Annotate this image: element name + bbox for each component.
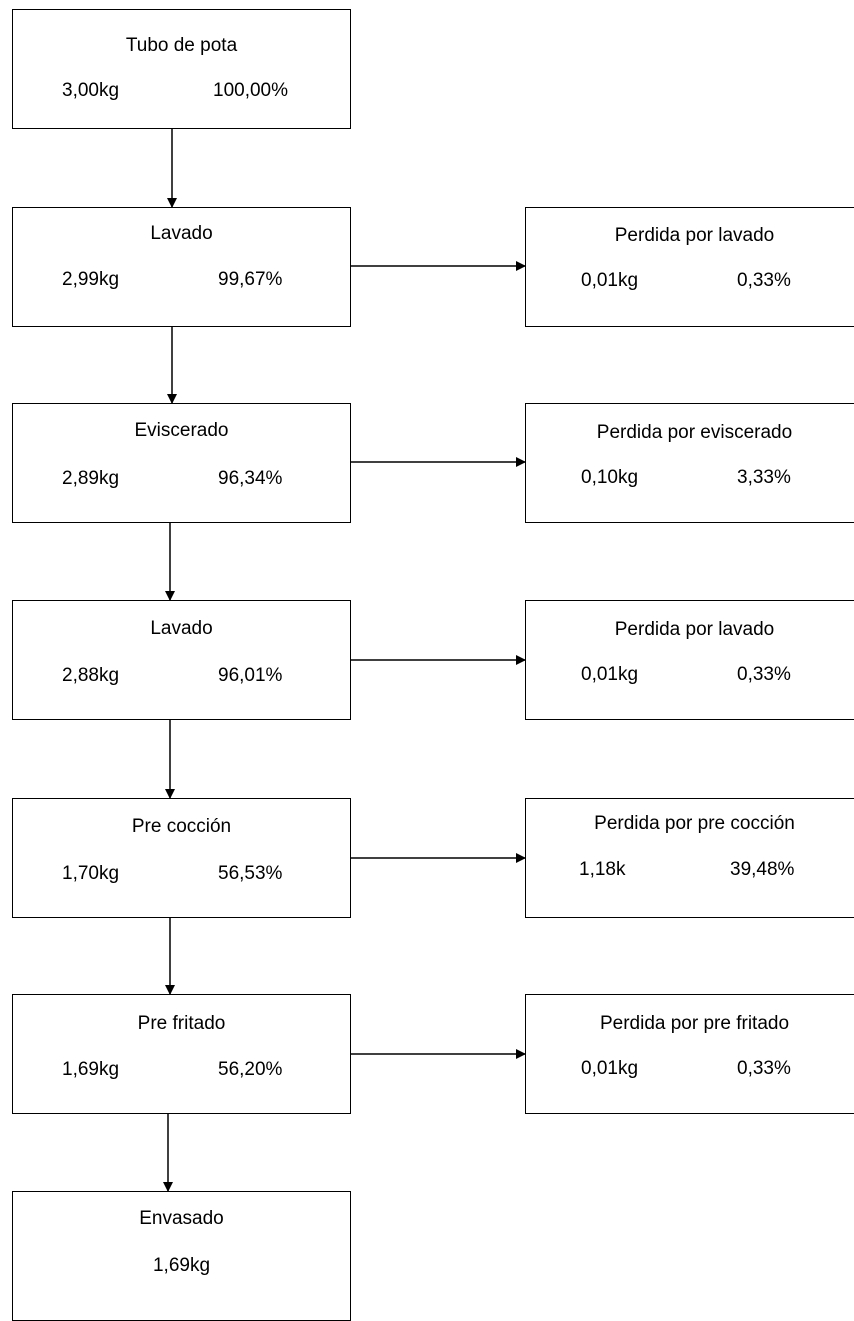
step-box-pre-coccion: Pre cocción 1,70kg 56,53% [12,798,351,918]
step-title: Eviscerado [134,420,229,441]
step-weight: 2,99kg [62,269,120,290]
loss-weight: 0,10kg [581,467,639,488]
step-weight: 1,69kg [152,1255,211,1276]
loss-title: Perdida por pre cocción [594,813,795,834]
loss-percent: 3,33% [737,467,791,488]
loss-percent: 0,33% [737,270,791,291]
loss-title: Perdida por lavado [614,225,775,246]
step-title: Pre cocción [131,816,232,837]
step-box-pre-fritado: Pre fritado 1,69kg 56,20% [12,994,351,1114]
loss-percent: 0,33% [737,664,791,685]
step-title: Envasado [139,1208,224,1229]
step-box-envasado: Envasado 1,69kg [12,1191,351,1321]
step-percent: 99,67% [218,269,283,290]
step-weight: 2,89kg [62,468,120,489]
step-box-lavado-1: Lavado 2,99kg 99,67% [12,207,351,327]
step-box-eviscerado: Eviscerado 2,89kg 96,34% [12,403,351,523]
step-weight: 1,70kg [62,863,120,884]
step-title: Tubo de pota [125,35,238,56]
loss-weight: 0,01kg [581,270,639,291]
loss-weight: 0,01kg [581,1058,639,1079]
step-percent: 56,53% [218,863,283,884]
loss-title: Perdida por lavado [614,619,775,640]
loss-percent: 39,48% [730,859,795,880]
step-title: Lavado [150,223,213,244]
loss-percent: 0,33% [737,1058,791,1079]
step-percent: 56,20% [218,1059,283,1080]
step-percent: 100,00% [213,80,289,101]
loss-weight: 1,18k [579,859,626,880]
step-percent: 96,34% [218,468,283,489]
loss-box-eviscerado: Perdida por eviscerado 0,10kg 3,33% [525,403,854,523]
loss-box-pre-fritado: Perdida por pre fritado 0,01kg 0,33% [525,994,854,1114]
step-box-lavado-2: Lavado 2,88kg 96,01% [12,600,351,720]
loss-box-lavado-2: Perdida por lavado 0,01kg 0,33% [525,600,854,720]
step-weight: 1,69kg [62,1059,120,1080]
step-weight: 3,00kg [62,80,120,101]
loss-title: Perdida por pre fritado [599,1013,790,1034]
loss-weight: 0,01kg [581,664,639,685]
loss-title: Perdida por eviscerado [596,422,793,443]
step-title: Pre fritado [137,1013,226,1034]
loss-box-pre-coccion: Perdida por pre cocción 1,18k 39,48% [525,798,854,918]
step-weight: 2,88kg [62,665,120,686]
step-percent: 96,01% [218,665,283,686]
loss-box-lavado-1: Perdida por lavado 0,01kg 0,33% [525,207,854,327]
step-title: Lavado [150,618,213,639]
step-box-tubo-de-pota: Tubo de pota 3,00kg 100,00% [12,9,351,129]
